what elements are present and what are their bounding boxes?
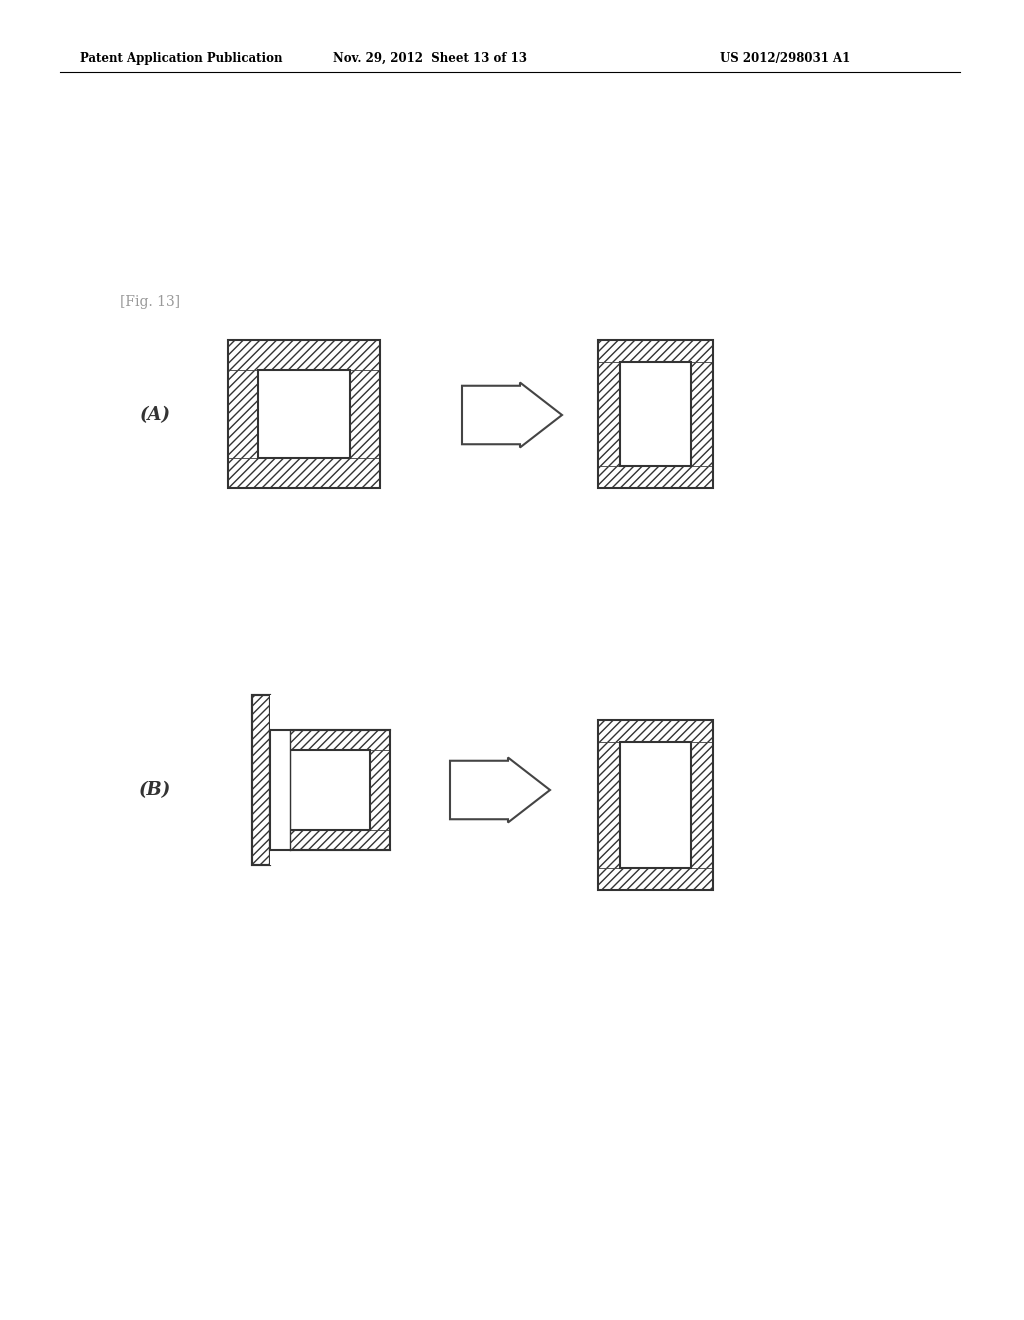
Text: US 2012/298031 A1: US 2012/298031 A1	[720, 51, 850, 65]
Bar	[228, 341, 380, 488]
Bar	[270, 730, 390, 850]
Bar	[258, 370, 350, 458]
Bar	[270, 730, 390, 750]
Text: [Fig. 13]: [Fig. 13]	[120, 294, 180, 309]
Bar	[252, 696, 270, 865]
Bar	[228, 458, 380, 488]
Text: Patent Application Publication: Patent Application Publication	[80, 51, 283, 65]
Text: (A): (A)	[139, 407, 171, 424]
Bar	[598, 362, 620, 466]
Bar	[598, 341, 713, 488]
Polygon shape	[462, 383, 562, 447]
Bar	[598, 466, 713, 488]
Bar	[370, 750, 390, 830]
Polygon shape	[450, 758, 550, 822]
Bar	[252, 696, 270, 865]
Bar	[270, 750, 290, 830]
Bar	[270, 830, 390, 850]
Bar	[598, 869, 713, 890]
Bar	[598, 719, 713, 890]
Bar	[691, 742, 713, 869]
Bar	[620, 362, 691, 466]
Bar	[228, 370, 258, 458]
Bar	[270, 696, 290, 865]
Text: Nov. 29, 2012  Sheet 13 of 13: Nov. 29, 2012 Sheet 13 of 13	[333, 51, 527, 65]
Bar	[350, 370, 380, 458]
Bar	[228, 341, 380, 370]
Bar	[290, 750, 370, 830]
Bar	[598, 719, 713, 742]
Bar	[620, 742, 691, 869]
Text: (B): (B)	[139, 781, 171, 799]
Bar	[691, 362, 713, 466]
Bar	[598, 742, 620, 869]
Bar	[598, 341, 713, 362]
